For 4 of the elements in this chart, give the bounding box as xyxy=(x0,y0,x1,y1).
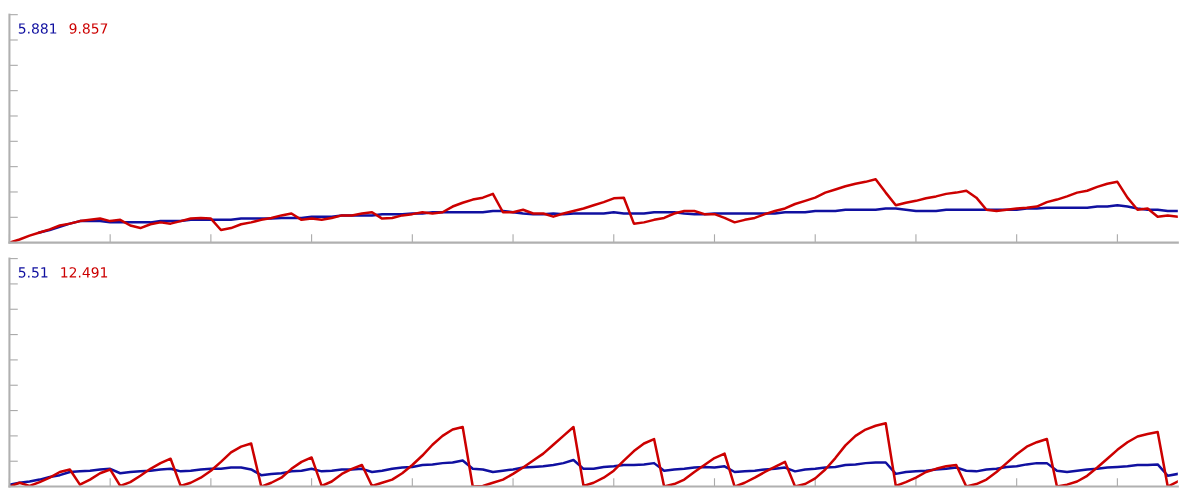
text: 5.881 xyxy=(18,23,57,34)
text: 12.491 xyxy=(61,267,108,278)
text: 9.857 xyxy=(69,23,108,34)
text: 5.51 xyxy=(18,267,48,278)
